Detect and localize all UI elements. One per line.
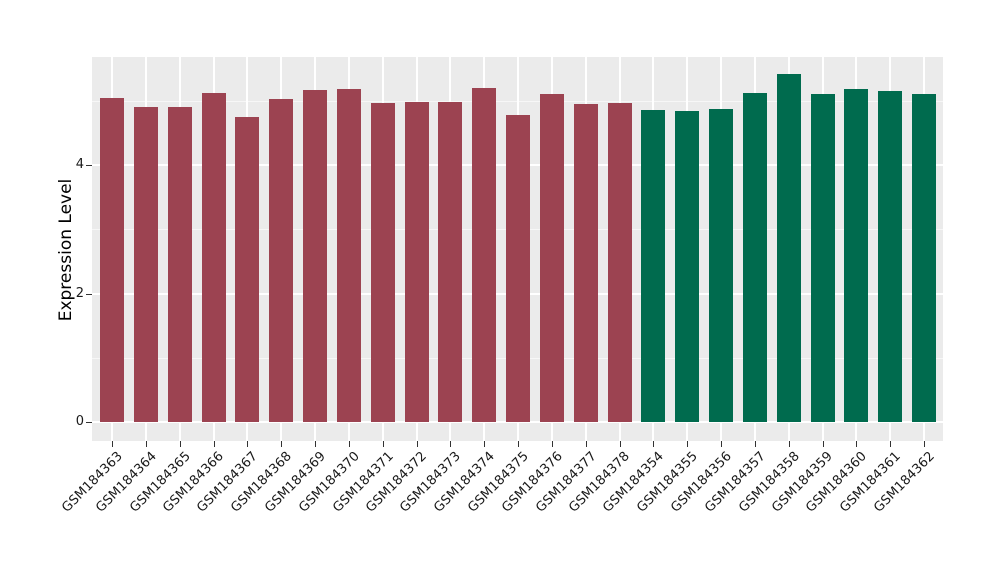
bar-GSM184365 [167, 107, 192, 422]
x-tick-mark [484, 441, 486, 447]
bar-GSM184370 [336, 89, 361, 422]
x-tick-mark [653, 441, 655, 447]
x-tick-mark [315, 441, 316, 447]
x-tick-mark [822, 441, 824, 447]
y-tick-label: 4 [75, 157, 84, 172]
x-tick-mark [179, 441, 181, 447]
bar-GSM184369 [303, 89, 327, 422]
y-tick-mark [86, 422, 92, 423]
bar-GSM184368 [269, 98, 294, 422]
bar-GSM184364 [133, 107, 158, 422]
x-tick-mark [281, 441, 283, 447]
bar-GSM184363 [100, 98, 124, 422]
x-tick-mark [551, 441, 553, 447]
x-tick-mark [788, 441, 790, 447]
y-tick-label: 0 [75, 414, 84, 429]
bar-GSM184358 [776, 73, 801, 422]
bar-GSM184375 [506, 114, 530, 422]
x-tick-mark [754, 441, 756, 447]
y-tick-mark [86, 165, 92, 166]
plot-panel [92, 57, 943, 441]
x-tick-mark [450, 441, 452, 447]
bar-GSM184354 [641, 109, 666, 422]
x-tick-mark [890, 441, 892, 447]
x-tick-mark [856, 441, 858, 447]
bar-GSM184356 [709, 109, 733, 422]
bar-GSM184374 [472, 87, 497, 422]
bar-GSM184360 [844, 89, 869, 422]
bar-GSM184361 [878, 91, 903, 422]
x-tick-mark [348, 441, 350, 447]
bar-GSM184378 [607, 103, 632, 422]
x-tick-mark [585, 441, 587, 447]
x-tick-mark [721, 441, 722, 447]
bar-GSM184376 [539, 93, 564, 422]
bar-GSM184372 [404, 102, 429, 422]
x-tick-mark [213, 441, 215, 447]
x-tick-mark [687, 441, 689, 447]
x-tick-mark [924, 441, 925, 447]
x-tick-mark [382, 441, 384, 447]
bar-GSM184357 [742, 93, 767, 422]
bar-GSM184366 [201, 93, 226, 422]
bar-GSM184373 [438, 102, 463, 422]
x-tick-mark [247, 441, 249, 447]
x-tick-mark [145, 441, 147, 447]
x-tick-mark [112, 441, 113, 447]
bar-GSM184355 [675, 111, 700, 422]
bar-GSM184371 [370, 103, 395, 422]
x-tick-mark [619, 441, 621, 447]
bar-GSM184377 [573, 103, 598, 422]
x-tick-mark [416, 441, 418, 447]
bar-GSM184367 [235, 116, 260, 422]
x-tick-mark [518, 441, 519, 447]
bar-GSM184359 [810, 94, 835, 422]
y-tick-mark [86, 293, 92, 295]
y-tick-label: 2 [75, 285, 84, 301]
bar-GSM184362 [912, 94, 936, 422]
